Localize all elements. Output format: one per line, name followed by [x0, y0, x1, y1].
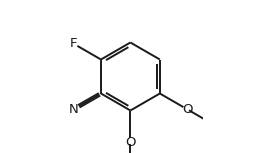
- Text: O: O: [182, 103, 193, 116]
- Text: N: N: [69, 103, 78, 116]
- Text: F: F: [70, 37, 77, 50]
- Text: O: O: [125, 136, 136, 149]
